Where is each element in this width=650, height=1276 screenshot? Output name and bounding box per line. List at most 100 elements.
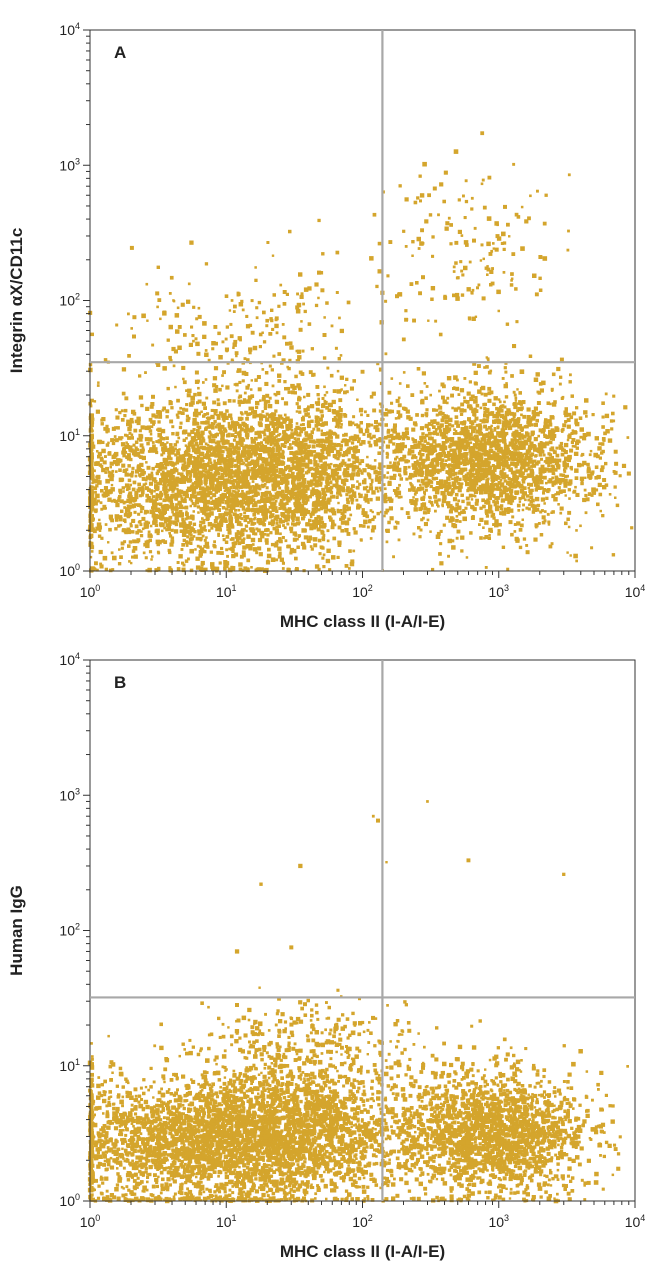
- event-point: [236, 482, 240, 487]
- event-point: [213, 545, 217, 549]
- event-point: [240, 458, 244, 463]
- event-point: [164, 448, 169, 452]
- event-point: [369, 497, 373, 502]
- event-point: [141, 493, 144, 497]
- event-point: [222, 457, 227, 462]
- event-point: [456, 529, 461, 534]
- event-point: [321, 499, 326, 505]
- event-point: [296, 458, 301, 463]
- event-point: [326, 539, 330, 543]
- event-point: [452, 523, 458, 529]
- event-point: [247, 450, 252, 455]
- event-point: [214, 441, 218, 445]
- event-point: [200, 560, 205, 566]
- event-point: [342, 508, 347, 513]
- event-point: [141, 485, 144, 489]
- event-point: [157, 427, 162, 432]
- event-point: [126, 486, 131, 491]
- event-point: [283, 413, 287, 417]
- event-point: [320, 471, 325, 476]
- event-point: [202, 420, 207, 425]
- event-point: [209, 484, 214, 489]
- event-point: [511, 515, 515, 519]
- event-point: [271, 479, 275, 483]
- event-point: [506, 465, 510, 470]
- event-point: [141, 476, 146, 481]
- event-point: [523, 452, 527, 456]
- event-point: [401, 431, 407, 437]
- event-point: [137, 452, 141, 456]
- event-point: [564, 462, 569, 468]
- event-point: [270, 468, 275, 473]
- event-point: [457, 481, 461, 485]
- event-point: [484, 467, 489, 471]
- event-point: [453, 428, 456, 431]
- event-point: [474, 434, 479, 439]
- event-point: [179, 406, 182, 410]
- event-point: [194, 500, 200, 505]
- event-point: [187, 464, 191, 468]
- event-point: [285, 501, 289, 505]
- event-point: [273, 442, 278, 447]
- event-point: [192, 439, 196, 443]
- event-point: [383, 514, 386, 518]
- event-point: [604, 461, 608, 466]
- event-point: [387, 390, 392, 395]
- event-point: [263, 401, 268, 405]
- event-point: [525, 544, 529, 547]
- event-point: [238, 394, 243, 399]
- event-point: [107, 541, 110, 544]
- event-point: [311, 482, 316, 486]
- event-point: [121, 391, 126, 396]
- event-point: [235, 440, 240, 445]
- event-point: [316, 527, 321, 532]
- event-point: [379, 466, 384, 471]
- event-point: [223, 484, 228, 489]
- event-point: [464, 506, 468, 510]
- event-point: [369, 436, 373, 440]
- event-point: [168, 550, 172, 555]
- event-point: [232, 449, 237, 454]
- event-point: [309, 404, 315, 409]
- event-point: [307, 523, 311, 526]
- event-point: [154, 487, 159, 492]
- event-point: [206, 412, 209, 415]
- event-point: [539, 533, 544, 537]
- event-point: [357, 504, 362, 509]
- event-point: [247, 504, 250, 508]
- event-point: [508, 520, 513, 525]
- event-point: [432, 470, 437, 475]
- event-point: [156, 532, 160, 536]
- event-point: [342, 433, 346, 437]
- event-point: [89, 474, 94, 479]
- event-point: [486, 407, 490, 411]
- event-point: [335, 496, 339, 499]
- event-point: [554, 468, 558, 472]
- event-point: [301, 450, 306, 455]
- event-point: [203, 538, 207, 542]
- event-point: [360, 459, 365, 463]
- event-point: [191, 448, 197, 453]
- event-point: [220, 497, 225, 502]
- event-point: [327, 463, 331, 467]
- event-point: [168, 498, 173, 503]
- event-point: [235, 389, 239, 393]
- event-point: [292, 513, 296, 518]
- event-point: [147, 521, 151, 525]
- event-point: [377, 470, 382, 476]
- event-point: [439, 429, 442, 433]
- event-point: [362, 524, 366, 528]
- event-point: [330, 468, 336, 474]
- event-point: [107, 474, 112, 478]
- event-point: [167, 449, 172, 454]
- event-point: [513, 523, 517, 526]
- event-point: [386, 453, 390, 456]
- event-point: [250, 406, 255, 411]
- event-point: [531, 474, 535, 478]
- event-point: [326, 529, 330, 533]
- event-point: [110, 551, 114, 555]
- event-point: [420, 478, 425, 484]
- event-point: [247, 497, 253, 502]
- event-point: [367, 464, 372, 469]
- event-point: [485, 365, 489, 369]
